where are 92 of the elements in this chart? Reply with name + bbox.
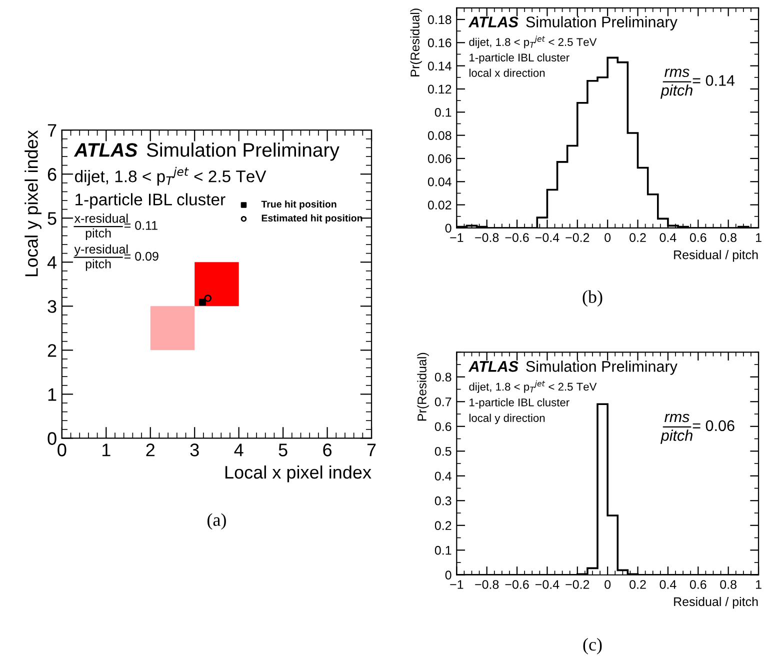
annotation: ATLAS bbox=[468, 16, 518, 28]
y-axis-title: Pr(Residual) bbox=[417, 352, 429, 421]
y-tick-label: 1 bbox=[48, 388, 56, 401]
y-tick-label: 0.6 bbox=[434, 422, 452, 432]
annotation: Simulation Preliminary bbox=[146, 142, 340, 161]
y-tick-label: 0 bbox=[445, 224, 452, 233]
y-axis-title: Local y pixel index bbox=[24, 130, 42, 276]
x-tick-label: −0.8 bbox=[475, 233, 499, 242]
annotation: local x direction bbox=[469, 68, 545, 77]
x-tick-label: 0.6 bbox=[690, 580, 706, 589]
x-tick-label: −0.6 bbox=[505, 580, 529, 589]
y-tick-label: 2 bbox=[48, 344, 56, 357]
x-tick-label: −0.6 bbox=[505, 233, 529, 242]
y-tick-label: 5 bbox=[48, 212, 56, 225]
legend-label: Estimated hit position bbox=[262, 214, 362, 224]
y-tick-label: 0.12 bbox=[428, 84, 452, 94]
x-axis-title: Residual / pitch bbox=[674, 250, 758, 262]
x-tick-label: 0 bbox=[604, 580, 611, 589]
y-tick-label: 0.16 bbox=[428, 38, 452, 48]
y-tick-label: 0.8 bbox=[434, 372, 452, 382]
x-tick-label: 1 bbox=[756, 580, 762, 589]
x-axis-title: Residual / pitch bbox=[674, 596, 758, 609]
annotation: 1-particle IBL cluster bbox=[76, 193, 226, 209]
annotation: ATLAS bbox=[468, 361, 518, 372]
y-tick-label: 7 bbox=[48, 124, 56, 137]
x-tick-label: −0.8 bbox=[475, 580, 499, 589]
annotation: rms bbox=[664, 68, 690, 78]
x-tick-label: −0.2 bbox=[566, 580, 590, 589]
x-tick-label: 0.8 bbox=[720, 233, 736, 242]
annotation: local y direction bbox=[469, 414, 545, 424]
annotation: dijet, 1.8 < p$_{T}$$^{jet}$ < 2.5 TeV bbox=[75, 166, 266, 186]
annotation: 1-particle IBL cluster bbox=[470, 398, 570, 409]
annotation: rms bbox=[664, 414, 690, 422]
y-tick-label: 0 bbox=[48, 432, 56, 445]
annotation: 1-particle IBL cluster bbox=[470, 53, 570, 64]
annotation: = 0.06 bbox=[692, 420, 734, 432]
annotation: x-residual bbox=[74, 214, 128, 223]
y-tick-label: 0.08 bbox=[428, 131, 452, 140]
x-tick-label: 4 bbox=[234, 444, 244, 456]
y-tick-label: 4 bbox=[47, 256, 57, 269]
text: (c) bbox=[583, 638, 602, 654]
annotation: pitch bbox=[660, 84, 692, 99]
y-tick-label: 0.3 bbox=[434, 496, 452, 506]
x-tick-label: 0.6 bbox=[690, 233, 706, 242]
x-tick-label: −1 bbox=[450, 233, 464, 242]
y-tick-label: 3 bbox=[48, 300, 56, 313]
annotation: pitch bbox=[86, 228, 111, 240]
annotation: dijet, 1.8 < p$_{T}$$^{jet}$ < 2.5 TeV bbox=[469, 380, 597, 393]
x-tick-label: 0.4 bbox=[660, 233, 676, 242]
x-tick-label: 0.8 bbox=[720, 580, 736, 589]
annotation: dijet, 1.8 < p$_{T}$$^{jet}$ < 2.5 TeV bbox=[469, 36, 597, 48]
x-tick-label: 1 bbox=[756, 233, 762, 242]
annotation: Simulation Preliminary bbox=[526, 16, 678, 30]
x-tick-label: 1 bbox=[102, 444, 110, 456]
y-tick-label: 0.4 bbox=[434, 472, 452, 481]
x-tick-label: 5 bbox=[278, 444, 288, 456]
x-tick-label: 0 bbox=[604, 233, 611, 242]
x-tick-label: 0 bbox=[58, 444, 66, 456]
y-tick-label: 0.7 bbox=[434, 397, 452, 406]
x-tick-label: 0.4 bbox=[660, 580, 676, 589]
y-tick-label: 0.2 bbox=[434, 521, 452, 530]
x-tick-label: 2 bbox=[146, 444, 154, 456]
annotation: ATLAS bbox=[74, 143, 138, 157]
annotation: pitch bbox=[660, 430, 692, 444]
x-axis-title: Local x pixel index bbox=[225, 465, 372, 482]
x-tick-label: −0.4 bbox=[535, 580, 560, 589]
y-tick-label: 0.5 bbox=[434, 446, 452, 456]
y-tick-label: 0.18 bbox=[428, 15, 452, 24]
x-tick-label: 3 bbox=[190, 444, 199, 456]
x-tick-label: −0.4 bbox=[535, 233, 560, 242]
text: (a) bbox=[207, 513, 226, 530]
annotation: Simulation Preliminary bbox=[526, 360, 678, 375]
x-tick-label: −0.2 bbox=[566, 233, 590, 242]
y-tick-label: 0.04 bbox=[428, 177, 452, 186]
x-tick-label: 0.2 bbox=[630, 233, 646, 242]
y-tick-label: 0.1 bbox=[434, 108, 452, 117]
annotation: = 0.14 bbox=[692, 75, 735, 86]
x-tick-label: 7 bbox=[367, 444, 376, 456]
text: (b) bbox=[582, 290, 602, 307]
y-tick-label: 0 bbox=[445, 570, 452, 580]
y-tick-label: 0.06 bbox=[428, 154, 452, 164]
x-tick-label: −1 bbox=[450, 580, 464, 589]
legend-label: True hit position bbox=[261, 200, 336, 210]
x-tick-label: 0.2 bbox=[630, 580, 646, 589]
y-tick-label: 6 bbox=[48, 168, 56, 181]
x-tick-label: 6 bbox=[323, 444, 332, 456]
y-axis-title: Pr(Residual) bbox=[410, 8, 422, 76]
y-tick-label: 0.14 bbox=[428, 62, 452, 70]
y-tick-label: 0.02 bbox=[428, 200, 452, 210]
annotation: y-residual bbox=[74, 244, 128, 256]
annotation: pitch bbox=[86, 259, 111, 271]
y-tick-label: 0.1 bbox=[434, 546, 452, 555]
